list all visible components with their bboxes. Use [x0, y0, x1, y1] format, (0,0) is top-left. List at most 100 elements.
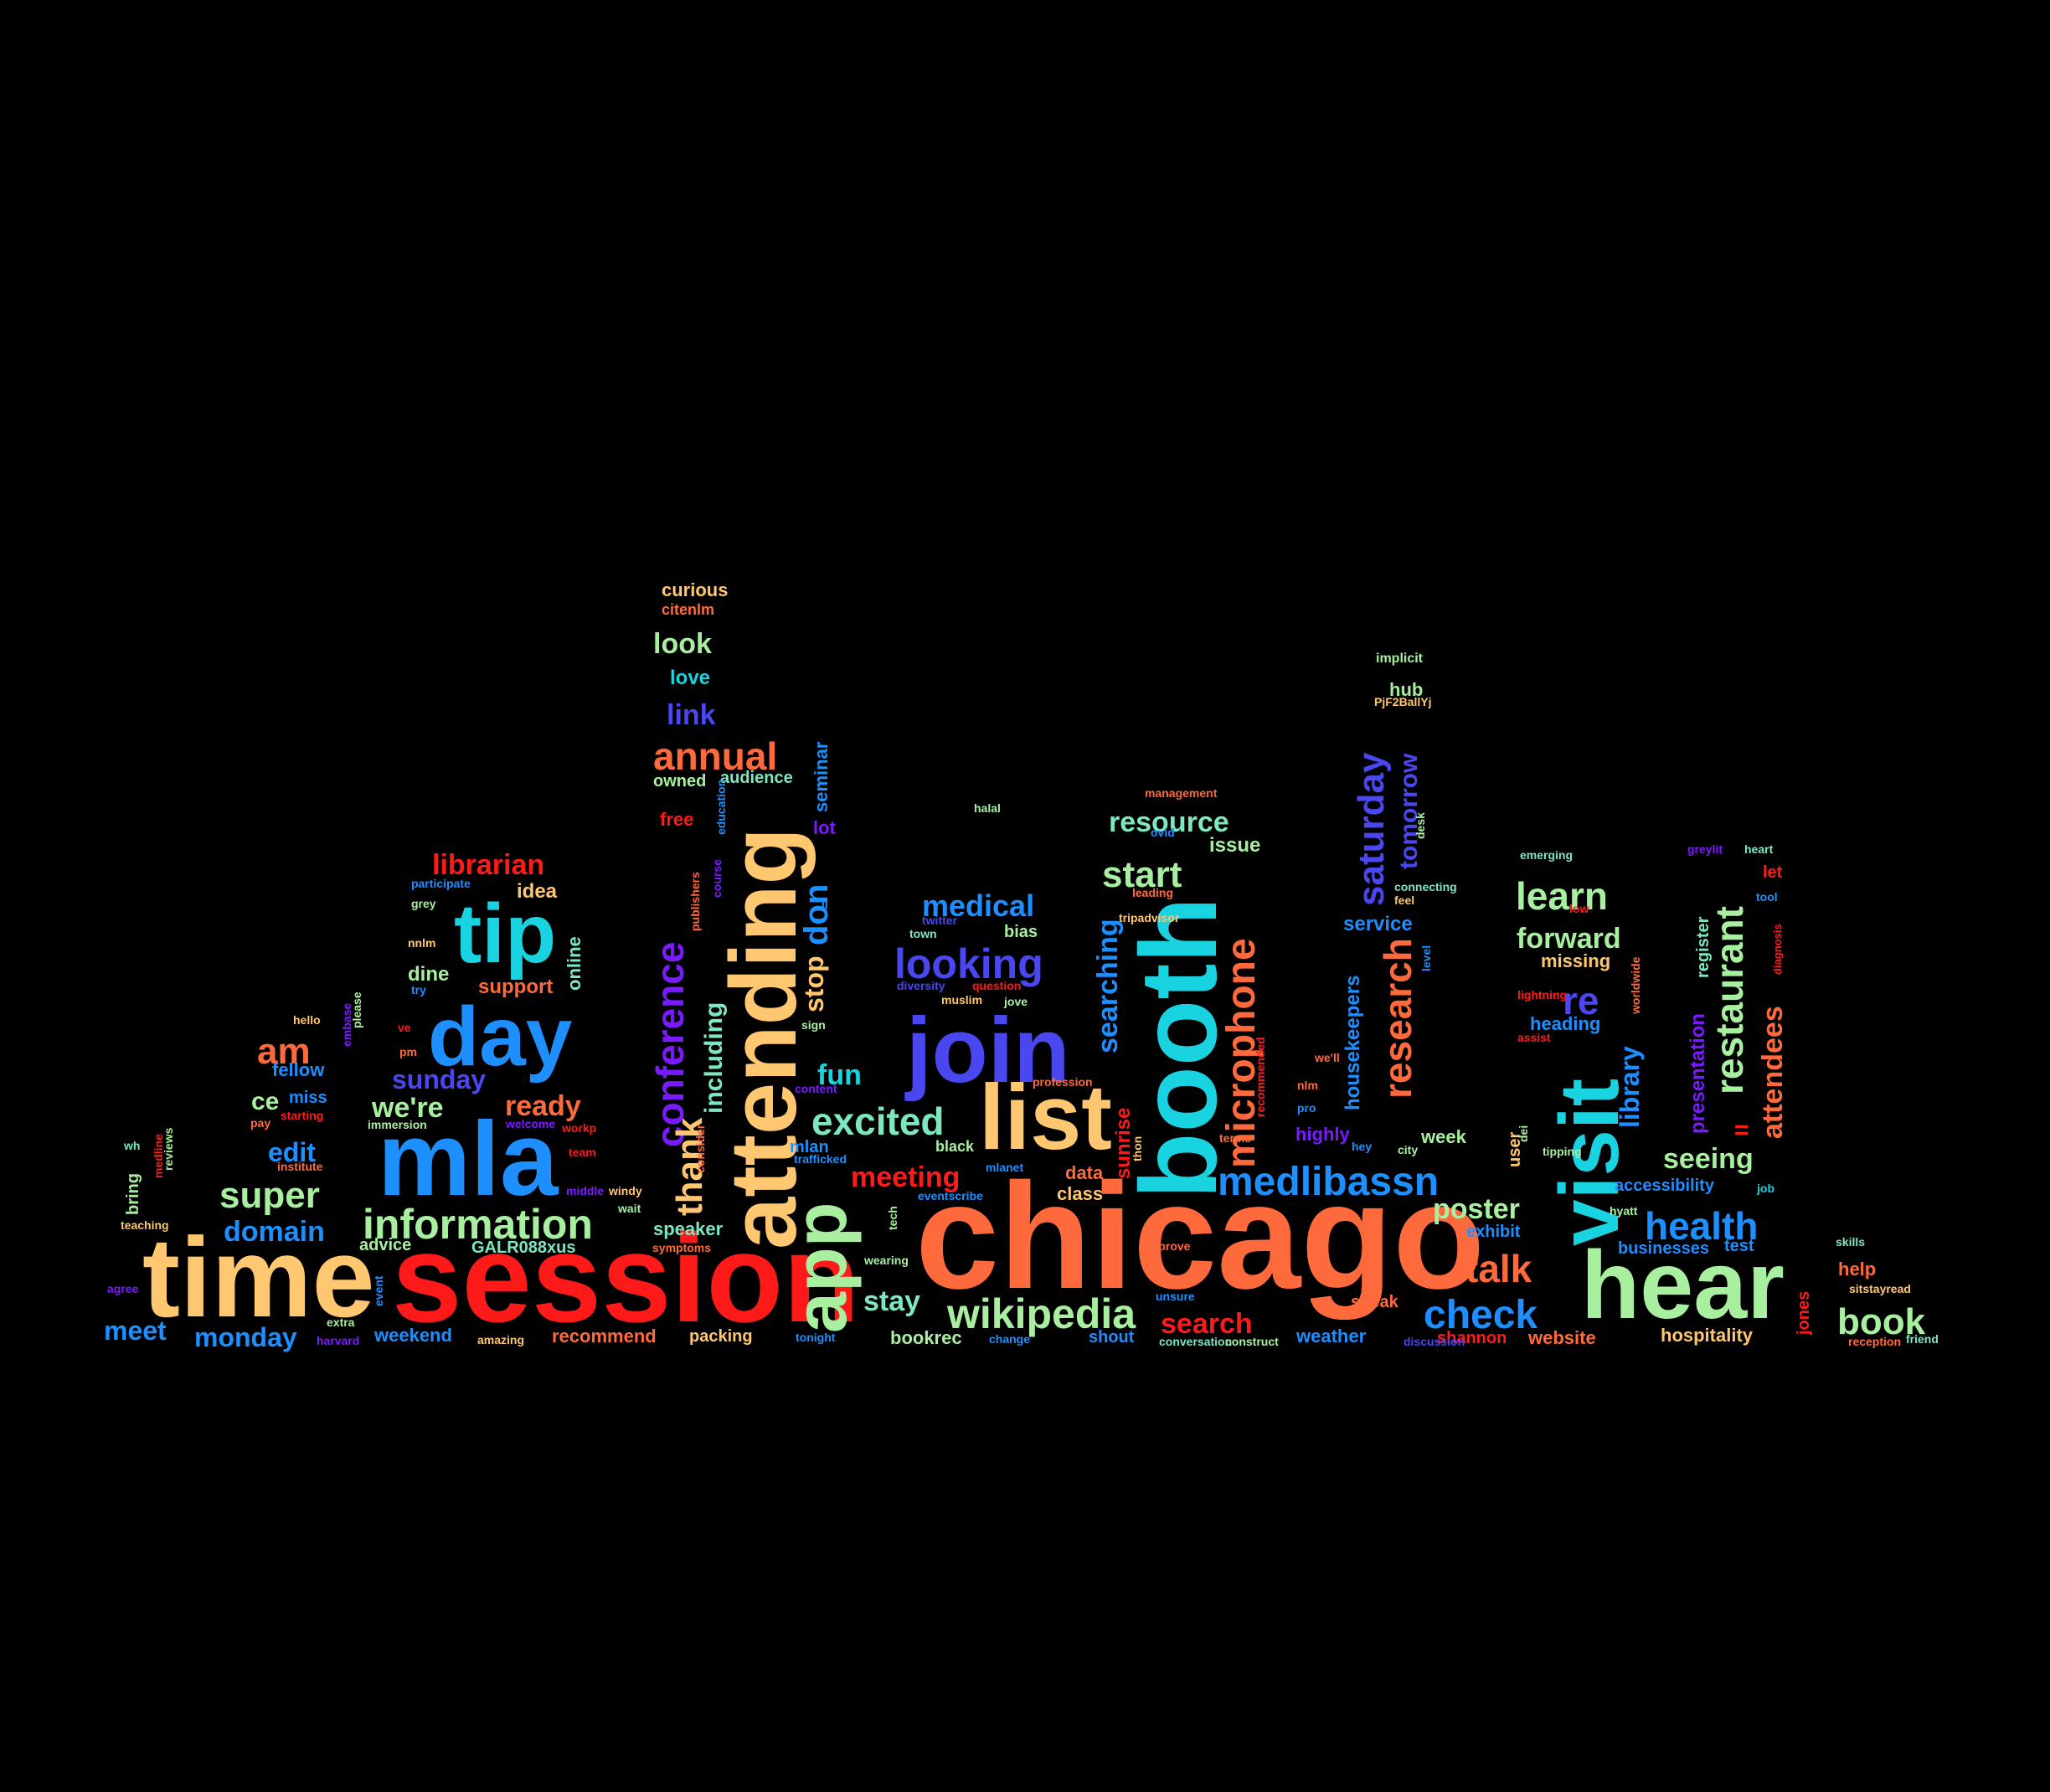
word: tech: [886, 1206, 899, 1230]
word: eventscribe: [918, 1189, 983, 1202]
word: institute: [277, 1160, 323, 1173]
word: including: [700, 1002, 728, 1114]
word: website: [1527, 1327, 1596, 1348]
word: stay: [863, 1285, 920, 1317]
word: profession: [1033, 1075, 1093, 1089]
word: amazing: [477, 1333, 524, 1347]
word: sunday: [392, 1064, 486, 1094]
word: love: [670, 667, 710, 689]
word: ovid: [1151, 826, 1175, 839]
word: mlanet: [986, 1161, 1023, 1174]
word: recommended: [1254, 1037, 1267, 1117]
word: service: [1343, 913, 1413, 935]
word: worldwide: [1629, 956, 1642, 1015]
word: time: [142, 1214, 375, 1341]
word: black: [935, 1138, 975, 1155]
word: sunrise: [1112, 1108, 1135, 1179]
word: change: [989, 1332, 1030, 1346]
word: am: [257, 1031, 311, 1072]
word: desk: [1414, 812, 1427, 839]
word: monday: [194, 1322, 297, 1352]
word: hello: [293, 1013, 321, 1027]
word: annual: [653, 734, 777, 778]
word: wh: [123, 1139, 140, 1152]
word: booth: [1117, 897, 1239, 1199]
word: join: [904, 999, 1070, 1102]
word: speak: [1351, 1293, 1399, 1311]
word: saturday: [1351, 752, 1392, 906]
word: class: [1057, 1183, 1103, 1204]
word: we're: [371, 1092, 444, 1124]
word: nnlm: [408, 936, 435, 950]
word: fun: [817, 1059, 862, 1091]
word: lot: [813, 817, 837, 838]
word: sign: [801, 1018, 826, 1032]
word: domain: [224, 1216, 325, 1248]
word: medline: [152, 1134, 165, 1178]
word: il: [822, 898, 828, 911]
word: user: [1506, 1132, 1524, 1167]
word: improve: [1145, 1239, 1191, 1253]
word: pm: [399, 1045, 417, 1058]
word: help: [1838, 1259, 1876, 1280]
word: don: [798, 884, 835, 945]
word: packing: [689, 1327, 753, 1346]
word: book: [1837, 1301, 1926, 1342]
word: research: [1376, 938, 1419, 1099]
word: welcome: [505, 1117, 555, 1130]
word: free: [660, 809, 693, 830]
word: forward: [1517, 923, 1621, 955]
word: participate: [411, 877, 471, 890]
word: level: [1419, 945, 1433, 971]
word: exhibit: [1466, 1223, 1521, 1241]
word: job: [1756, 1182, 1774, 1195]
word: windy: [608, 1184, 642, 1197]
word: presentation: [1687, 1013, 1709, 1134]
word: curious: [662, 579, 728, 600]
word: GALR088xus: [471, 1238, 576, 1257]
word: businesses: [1618, 1239, 1709, 1258]
word: trafficked: [794, 1152, 847, 1166]
word: education: [714, 780, 728, 835]
word: housekeepers: [1342, 976, 1364, 1110]
word: management: [1145, 786, 1218, 800]
word: speaker: [653, 1218, 724, 1239]
word: librarian: [432, 849, 544, 881]
word: excited: [811, 1099, 945, 1143]
word: miss: [289, 1089, 327, 1107]
word: extra: [327, 1316, 355, 1329]
word: start: [1102, 854, 1182, 895]
word: leading: [1132, 886, 1173, 899]
word: team: [569, 1146, 596, 1159]
word: symptoms: [652, 1241, 711, 1254]
word: bring: [124, 1173, 142, 1215]
word: thank: [669, 1117, 710, 1216]
word: test: [1724, 1237, 1754, 1255]
word: unsure: [1156, 1290, 1195, 1303]
word: edit: [268, 1137, 316, 1167]
word: information: [363, 1201, 593, 1248]
word: support: [478, 976, 553, 998]
word: try: [411, 983, 426, 996]
word: app: [779, 1202, 862, 1333]
word: embase: [340, 1003, 353, 1047]
word: weekend: [373, 1325, 452, 1346]
word: hyatt: [1610, 1204, 1638, 1218]
word: pro: [1297, 1101, 1316, 1115]
word: thon: [1131, 1136, 1144, 1161]
word: resource: [1109, 806, 1229, 838]
word: construct: [1225, 1335, 1279, 1348]
word: ready: [505, 1090, 581, 1122]
word: friend: [1906, 1332, 1939, 1346]
word: wikipedia: [946, 1290, 1136, 1337]
word: owned: [653, 772, 706, 790]
word: please: [350, 991, 363, 1028]
word: PjF2BallYj: [1374, 695, 1431, 708]
word: register: [1694, 916, 1713, 978]
word: diversity: [897, 979, 945, 992]
word: ce: [251, 1088, 279, 1115]
word: pay: [250, 1116, 270, 1130]
word: reception: [1848, 1335, 1901, 1348]
word: wait: [617, 1202, 641, 1215]
